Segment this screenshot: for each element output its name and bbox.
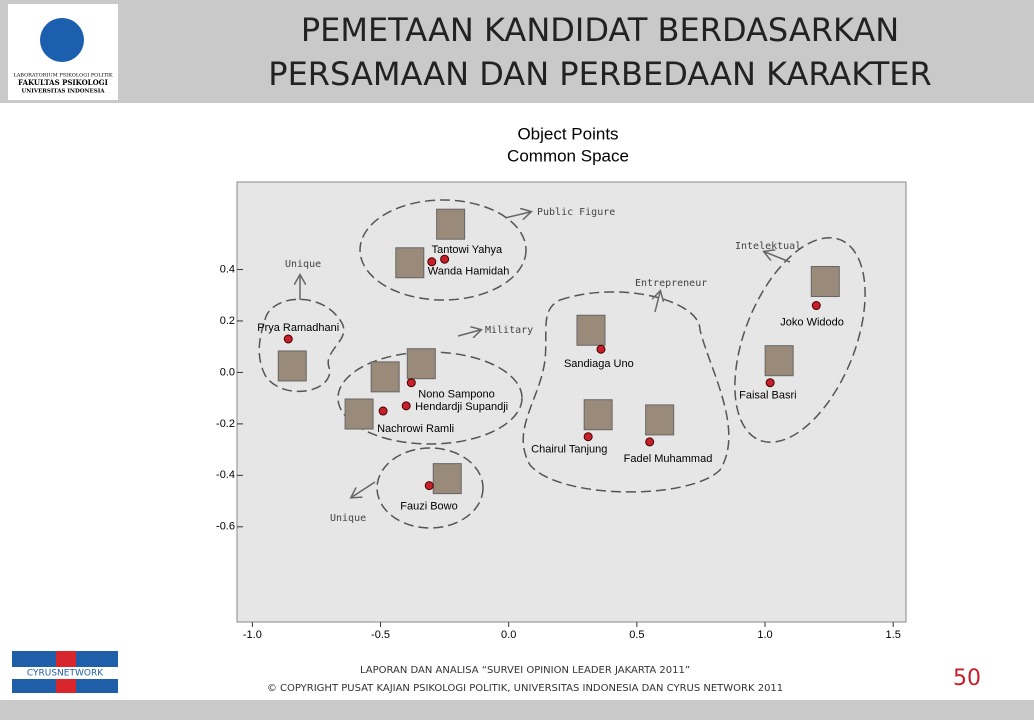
photo: [370, 361, 400, 393]
page-number: 50: [953, 666, 981, 691]
y-tick-label: 0.0: [220, 366, 235, 378]
annotation: Public Figure: [537, 207, 615, 218]
chart-title: Object Points: [517, 124, 618, 143]
point: [427, 257, 437, 267]
x-tick-label: 1.5: [886, 629, 901, 641]
header-band: [0, 0, 1034, 103]
point-label: Hendardji Supandji: [415, 401, 508, 413]
point: [401, 401, 411, 411]
group-outline: [376, 447, 484, 529]
point-label: Fauzi Bowo: [400, 501, 457, 513]
group-outline: [359, 199, 527, 301]
group-outline: [734, 237, 866, 443]
photo: [583, 399, 613, 431]
point: [583, 432, 593, 442]
photo: [277, 350, 307, 382]
arrow: [655, 292, 660, 313]
chart-subtitle: Common Space: [507, 146, 629, 165]
point: [424, 481, 434, 491]
arrow: [457, 330, 480, 336]
groups: [258, 199, 866, 529]
annotation: Unique: [330, 513, 366, 524]
point: [765, 378, 775, 388]
x-tick-label: -0.5: [371, 629, 390, 641]
point: [596, 344, 606, 354]
photo: [406, 348, 436, 380]
logo-emblem: [40, 18, 84, 62]
footer-text: © COPYRIGHT PUSAT KAJIAN PSIKOLOGI POLIT…: [267, 683, 783, 694]
point: [645, 437, 655, 447]
photo: [395, 247, 425, 279]
point-label: Sandiaga Uno: [564, 358, 634, 370]
x-tick-label: 0.0: [501, 629, 516, 641]
point-label: Prya Ramadhani: [257, 322, 339, 334]
point: [378, 406, 388, 416]
x-tick-label: -1.0: [243, 629, 262, 641]
point-label: Chairul Tanjung: [531, 444, 607, 456]
plot-area: [236, 181, 907, 623]
point-label: Faisal Basri: [739, 390, 796, 402]
logo-text: LABORATORIUM PSIKOLOGI POLITIK: [13, 73, 113, 79]
slide-title: PERSAMAAN DAN PERBEDAAN KARAKTER: [268, 55, 931, 93]
x-tick-label: 0.5: [629, 629, 644, 641]
point-label: Fadel Muhammad: [624, 453, 713, 465]
annotation: Unique: [285, 259, 321, 270]
point: [283, 334, 293, 344]
photo: [436, 208, 466, 240]
logo-text: FAKULTAS PSIKOLOGI: [18, 78, 108, 87]
point: [406, 378, 416, 388]
annotation: Entrepreneur: [635, 278, 707, 289]
point: [440, 254, 450, 264]
point-label: Tantowi Yahya: [432, 244, 503, 256]
slide-title: PEMETAAN KANDIDAT BERDASARKAN: [301, 11, 899, 49]
photo: [645, 404, 675, 436]
brand-text: CYRUSNETWORK: [27, 669, 104, 679]
photo: [764, 345, 794, 377]
logo-text: UNIVERSITAS INDONESIA: [21, 89, 105, 95]
arrow: [765, 252, 791, 263]
brand-logo: [12, 667, 118, 679]
point-label: Nachrowi Ramli: [377, 423, 454, 435]
footer-text: LAPORAN DAN ANALISA “SURVEI OPINION LEAD…: [360, 665, 690, 676]
y-tick-label: 0.4: [220, 263, 235, 275]
footer-band: [0, 700, 1034, 720]
x-tick-label: 1.0: [757, 629, 772, 641]
arrow: [504, 212, 530, 218]
point-label: Joko Widodo: [780, 316, 844, 328]
annotation: Military: [485, 325, 533, 336]
point: [811, 301, 821, 311]
point-label: Wanda Hamidah: [428, 266, 510, 278]
y-tick-label: 0.2: [220, 315, 235, 327]
chart: -1.0 -0.5 0.0 0.5 1.0 1.5 0.4 0.2 0.0 -0.2 -0.4 -0.…: [216, 207, 901, 641]
photo: [432, 463, 462, 495]
y-tick-label: -0.6: [216, 521, 235, 533]
group-outline: [522, 291, 730, 493]
photo: [810, 266, 840, 298]
photo: [576, 314, 606, 346]
annotation: Intelektual: [735, 241, 801, 252]
y-tick-label: -0.2: [216, 418, 235, 430]
group-outline: [258, 298, 345, 393]
y-tick-label: -0.4: [216, 469, 235, 481]
photo: [344, 398, 374, 430]
arrows: [300, 212, 791, 497]
point-label: Nono Sampono: [418, 389, 494, 401]
arrow: [352, 481, 376, 497]
